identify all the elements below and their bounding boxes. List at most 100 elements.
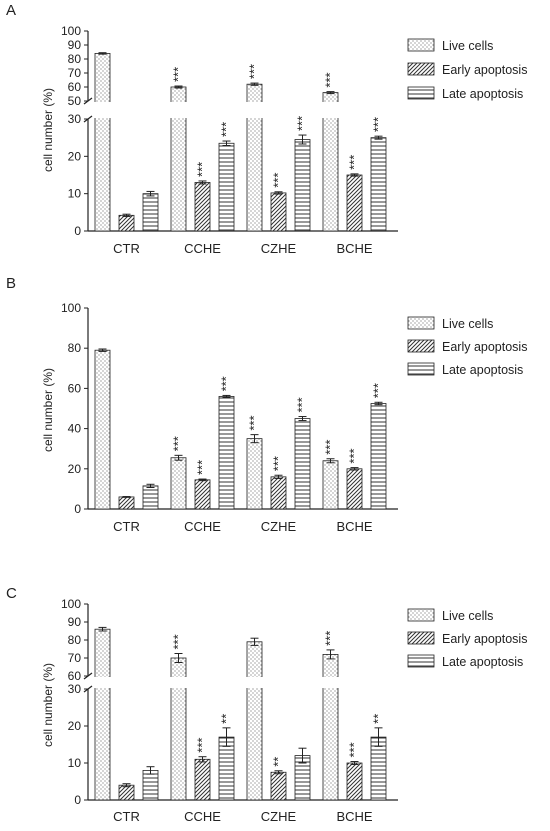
bar: [294, 418, 311, 510]
y-tick-label: 30: [68, 112, 82, 126]
significance-mark: ***: [371, 117, 386, 132]
bar-break-gap: [170, 102, 187, 118]
bar: [346, 468, 363, 510]
y-tick-label: 70: [68, 66, 82, 80]
bar: [346, 762, 363, 801]
y-tick-label: 50: [68, 94, 82, 108]
legend-swatch: [407, 362, 435, 376]
bar: [218, 396, 235, 510]
significance-mark: ***: [347, 742, 362, 757]
significance-mark: **: [271, 757, 286, 767]
bar: [270, 192, 287, 232]
legend-swatch: [407, 316, 435, 330]
legend-label: Early apoptosis: [442, 340, 527, 354]
x-tick-label: CTR: [113, 519, 140, 534]
y-tick-label: 90: [68, 38, 82, 52]
panel-label: A: [6, 2, 16, 19]
y-tick-label: 60: [68, 381, 82, 395]
y-tick-label: 20: [68, 149, 82, 163]
bar: [322, 460, 339, 510]
bar: [270, 476, 287, 510]
significance-mark: ***: [171, 436, 186, 451]
panel-label: C: [6, 585, 17, 602]
x-tick-label: CTR: [113, 809, 140, 824]
legend-label: Live cells: [442, 317, 493, 331]
bar: [94, 53, 111, 232]
y-tick-label: 10: [68, 187, 82, 201]
legend-label: Live cells: [442, 609, 493, 623]
bar: [370, 403, 387, 510]
legend-label: Late apoptosis: [442, 363, 523, 377]
x-tick-label: CZHE: [261, 519, 297, 534]
x-tick-label: CCHE: [184, 241, 221, 256]
y-tick-label: 0: [74, 502, 81, 516]
y-tick-label: 80: [68, 341, 82, 355]
bar: [142, 770, 159, 801]
bar: [142, 193, 159, 232]
significance-mark: ***: [323, 440, 338, 455]
panel-label: B: [6, 275, 16, 292]
y-tick-label: 10: [68, 756, 82, 770]
y-tick-label: 80: [68, 52, 82, 66]
bar: [218, 142, 235, 232]
bar: [94, 628, 111, 801]
significance-mark: ***: [219, 376, 234, 391]
y-tick-label: 90: [68, 615, 82, 629]
bar: [246, 641, 263, 801]
bar: [346, 174, 363, 232]
bar-break-gap: [322, 102, 339, 118]
y-tick-label: 100: [61, 301, 81, 315]
y-axis-label: cell number (%): [41, 368, 55, 452]
bar: [118, 496, 135, 510]
bar-break-gap: [94, 677, 111, 688]
bar-break-gap: [246, 102, 263, 118]
bar: [370, 137, 387, 232]
legend-swatch: [407, 608, 435, 622]
bar: [194, 479, 211, 510]
x-tick-label: CTR: [113, 241, 140, 256]
bar: [194, 758, 211, 801]
legend-swatch: [407, 38, 435, 52]
legend-label: Late apoptosis: [442, 87, 523, 101]
legend-swatch: [407, 631, 435, 645]
x-tick-label: CCHE: [184, 809, 221, 824]
significance-mark: ***: [295, 397, 310, 412]
bar: [118, 784, 135, 801]
legend-swatch: [407, 339, 435, 353]
bar: [94, 349, 111, 510]
bar-break-gap: [94, 102, 111, 118]
significance-mark: ***: [247, 64, 262, 79]
significance-mark: **: [371, 714, 386, 724]
legend-swatch: [407, 62, 435, 76]
bar-break-gap: [322, 677, 339, 688]
x-tick-label: BCHE: [336, 519, 372, 534]
significance-mark: ***: [271, 456, 286, 471]
y-axis-label: cell number (%): [41, 663, 55, 747]
significance-mark: ***: [195, 460, 210, 475]
significance-mark: ***: [195, 162, 210, 177]
legend-label: Live cells: [442, 39, 493, 53]
y-tick-label: 100: [61, 597, 81, 611]
y-tick-label: 20: [68, 719, 82, 733]
legend-label: Early apoptosis: [442, 632, 527, 646]
significance-mark: ***: [323, 631, 338, 646]
bar: [270, 771, 287, 801]
x-tick-label: BCHE: [336, 809, 372, 824]
bar: [194, 182, 211, 232]
bar: [170, 457, 187, 510]
y-tick-label: 60: [68, 80, 82, 94]
y-tick-label: 0: [74, 793, 81, 807]
x-tick-label: CCHE: [184, 519, 221, 534]
significance-mark: ***: [295, 116, 310, 131]
y-tick-label: 60: [68, 669, 82, 683]
significance-mark: ***: [371, 383, 386, 398]
significance-mark: ***: [347, 448, 362, 463]
y-tick-label: 40: [68, 422, 82, 436]
y-tick-label: 70: [68, 651, 82, 665]
legend-swatch: [407, 654, 435, 668]
bar-break-gap: [170, 677, 187, 688]
x-tick-label: CZHE: [261, 809, 297, 824]
